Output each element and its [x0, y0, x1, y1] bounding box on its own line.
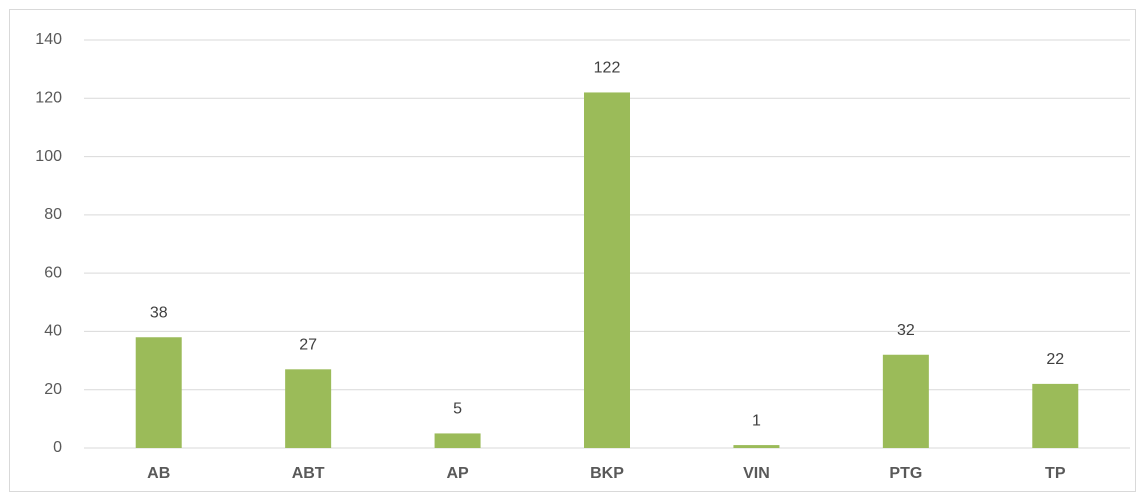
y-tick-label: 60 — [44, 264, 62, 281]
y-tick-label: 140 — [35, 31, 62, 48]
data-label: 27 — [299, 337, 317, 354]
x-tick-label: BKP — [590, 465, 624, 482]
y-tick-label: 100 — [35, 148, 62, 165]
x-tick-label: AP — [446, 465, 469, 482]
data-label: 122 — [594, 60, 621, 77]
data-label: 32 — [897, 322, 915, 339]
y-tick-label: 20 — [44, 381, 62, 398]
bar — [434, 433, 481, 448]
data-label: 5 — [453, 401, 462, 418]
chart-border — [9, 9, 1136, 492]
data-label: 38 — [150, 304, 168, 321]
bar — [135, 337, 182, 448]
y-tick-label: 80 — [44, 206, 62, 223]
x-tick-label: PTG — [889, 465, 922, 482]
y-tick-label: 120 — [35, 90, 62, 107]
x-tick-label: TP — [1045, 465, 1066, 482]
bar — [882, 354, 929, 448]
y-tick-label: 0 — [53, 439, 62, 456]
data-label: 22 — [1046, 351, 1064, 368]
bar — [733, 445, 780, 448]
data-label: 1 — [752, 412, 761, 429]
x-tick-label: VIN — [743, 465, 770, 482]
bar — [285, 369, 332, 448]
x-tick-label: ABT — [292, 465, 325, 482]
bar — [584, 92, 630, 448]
x-tick-label: AB — [147, 465, 170, 482]
y-tick-label: 40 — [44, 323, 62, 340]
bar — [1032, 383, 1079, 448]
